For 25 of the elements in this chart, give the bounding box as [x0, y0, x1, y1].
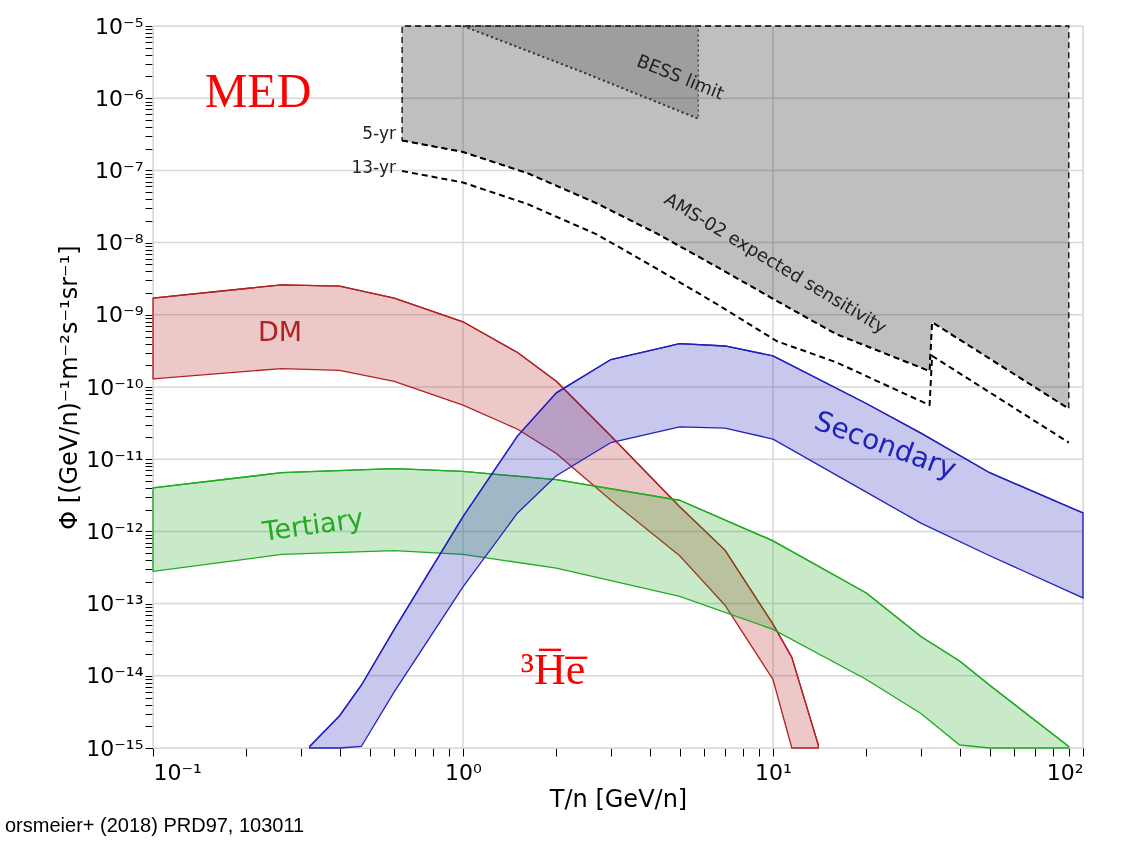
x-tick-label: 10¹ — [755, 759, 792, 785]
text: Tertiary — [259, 502, 366, 548]
text: orsmeier+ (2018) PRD97, 103011 — [5, 814, 305, 836]
x-tick-label: 10⁻¹ — [153, 759, 202, 785]
y-tick-label: 10⁻¹⁵ — [86, 735, 144, 761]
text: BESS limit — [634, 49, 728, 104]
y-tick-label: 10⁻⁷ — [95, 157, 144, 183]
x-axis-title: T/n [GeV/n] — [548, 784, 688, 813]
y-tick-label: 10⁻⁶ — [95, 85, 144, 111]
y-axis-title: Φ [(GeV/n)⁻¹m⁻²s⁻¹sr⁻¹] — [55, 245, 84, 530]
y-tick-label: 10⁻¹³ — [86, 591, 144, 617]
y-tick-label: 10⁻¹² — [86, 518, 144, 544]
annotation: MED — [204, 64, 312, 117]
series-label: 13-yr — [351, 157, 396, 177]
y-tick-label: 10⁻⁵ — [95, 13, 144, 39]
annotation: ³H̅e̅ — [520, 645, 589, 694]
x-tick-label: 10² — [1046, 759, 1084, 785]
y-tick-label: 10⁻⁹ — [95, 302, 144, 328]
series-label: 5-yr — [362, 123, 397, 143]
y-tick-label: 10⁻¹⁴ — [86, 663, 144, 689]
y-tick-label: 10⁻¹⁰ — [86, 374, 144, 400]
x-tick-label: 10⁰ — [445, 759, 483, 785]
y-tick-label: 10⁻¹¹ — [86, 446, 144, 472]
y-tick-label: 10⁻⁸ — [95, 230, 144, 256]
series-label: DM — [257, 316, 303, 347]
